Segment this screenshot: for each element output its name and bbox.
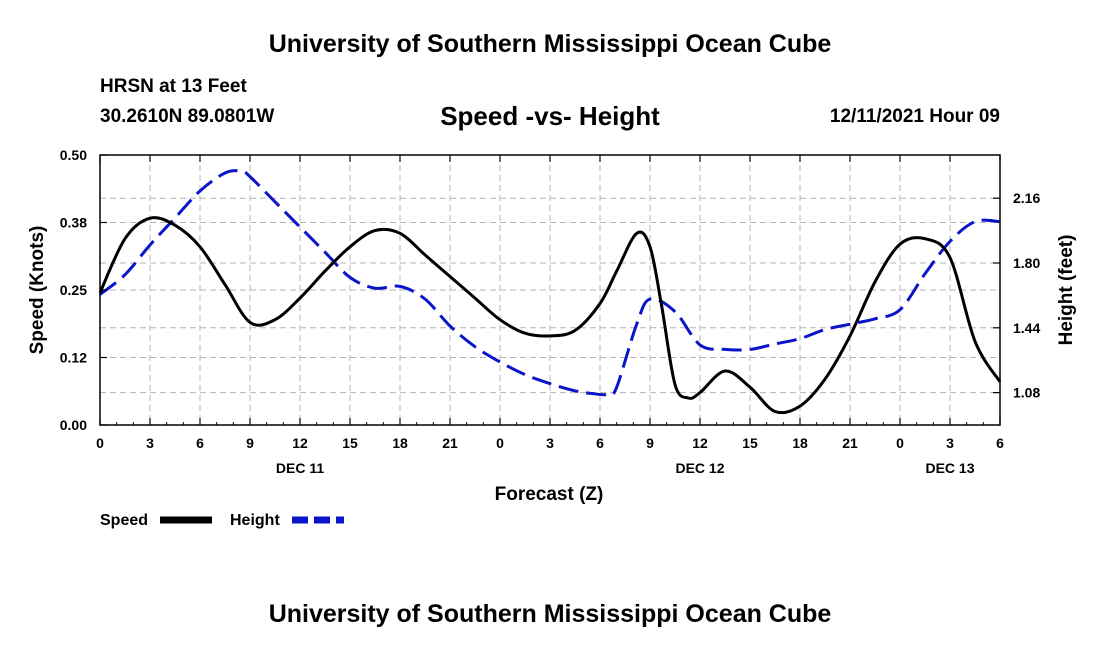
x-tick-label: 18 <box>792 435 808 451</box>
legend: Speed Height <box>100 512 344 529</box>
x-tick-label: 0 <box>496 435 504 451</box>
legend-height-label: Height <box>230 512 280 529</box>
y-right-tick-label: 2.16 <box>1013 190 1040 206</box>
datetime-label: 12/11/2021 Hour 09 <box>829 106 1000 127</box>
y-right-tick-label: 1.80 <box>1013 255 1040 271</box>
x-tick-label: 21 <box>442 435 458 451</box>
chart-title: Speed -vs- Height <box>440 101 660 131</box>
y-left-tick-label: 0.25 <box>60 282 87 298</box>
x-tick-label: 3 <box>146 435 154 451</box>
x-tick-label: 3 <box>546 435 554 451</box>
y-right-tick-label: 1.08 <box>1013 385 1040 401</box>
x-tick-label: 9 <box>246 435 254 451</box>
y-left-tick-label: 0.00 <box>60 417 87 433</box>
x-tick-label: 6 <box>196 435 204 451</box>
date-label: DEC 12 <box>675 460 724 476</box>
x-tick-label: 6 <box>596 435 604 451</box>
x-tick-label: 3 <box>946 435 954 451</box>
legend-speed-label: Speed <box>100 512 148 529</box>
y-left-tick-label: 0.50 <box>60 147 87 163</box>
y-left-tick-label: 0.38 <box>60 215 87 231</box>
x-axis-label: Forecast (Z) <box>495 484 604 505</box>
y-left-tick-label: 0.12 <box>60 350 87 366</box>
y-axis-left-label: Speed (Knots) <box>27 226 48 355</box>
grid <box>100 155 1000 425</box>
x-tick-label: 12 <box>292 435 308 451</box>
x-tick-label: 15 <box>742 435 758 451</box>
x-tick-label: 15 <box>342 435 358 451</box>
page-title: University of Southern Mississippi Ocean… <box>268 30 832 58</box>
x-tick-label: 9 <box>646 435 654 451</box>
height-series-line <box>99 169 1001 397</box>
x-tick-label: 18 <box>392 435 408 451</box>
x-tick-label: 21 <box>842 435 858 451</box>
x-tick-label: 6 <box>996 435 1004 451</box>
x-tick-label: 0 <box>896 435 904 451</box>
speed-series-line <box>98 216 1002 415</box>
footer-title: University of Southern Mississippi Ocean… <box>268 600 832 628</box>
x-tick-label: 12 <box>692 435 708 451</box>
date-label: DEC 11 <box>276 460 324 476</box>
speed-height-chart: 0 3 6 9 12 15 18 21 0 3 6 9 12 15 18 21 0 3 6 DEC 11 DEC 12 D… <box>27 147 1077 529</box>
y-right-tick-label: 1.44 <box>1013 320 1040 336</box>
station-label: HRSN at 13 Feet <box>100 76 247 97</box>
coordinates-label: 30.2610N 89.0801W <box>100 106 275 127</box>
axes: 0 3 6 9 12 15 18 21 0 3 6 9 12 15 18 21 0 3 6 DEC 11 DEC 12 D… <box>60 147 1041 476</box>
series-layer <box>98 169 1002 415</box>
x-tick-label: 0 <box>96 435 104 451</box>
y-axis-right-label: Height (feet) <box>1056 235 1077 346</box>
date-label: DEC 13 <box>925 460 974 476</box>
